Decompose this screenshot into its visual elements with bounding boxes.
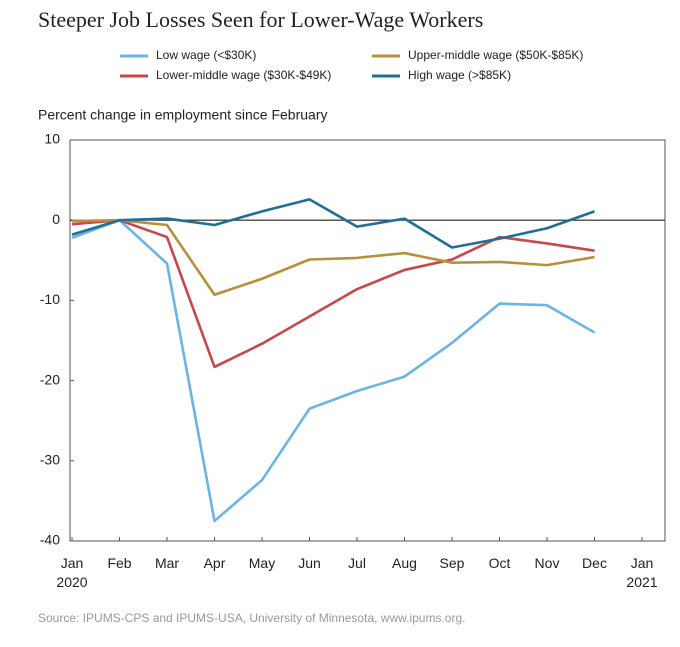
legend-label: Low wage (<$30K) bbox=[156, 48, 256, 62]
x-tick-label: Feb bbox=[107, 555, 131, 571]
y-axis-label: Percent change in employment since Febru… bbox=[38, 107, 327, 123]
chart-title: Steeper Job Losses Seen for Lower-Wage W… bbox=[38, 7, 483, 32]
x-tick-label: Apr bbox=[204, 555, 226, 571]
y-tick-label: 0 bbox=[52, 211, 60, 227]
x-tick-label: Oct bbox=[489, 555, 511, 571]
x-tick-label: Nov bbox=[535, 555, 560, 571]
y-tick-label: -40 bbox=[40, 532, 60, 548]
series-line bbox=[71, 218, 595, 297]
legend-label: Upper-middle wage ($50K-$85K) bbox=[408, 48, 583, 62]
y-tick-label: -30 bbox=[40, 452, 60, 468]
legend-label: High wage (>$85K) bbox=[408, 68, 511, 82]
x-tick-label: Sep bbox=[440, 555, 465, 571]
source: Source: IPUMS-CPS and IPUMS-USA, Univers… bbox=[38, 611, 465, 625]
series-line bbox=[71, 218, 596, 523]
plot-frame bbox=[69, 139, 666, 542]
y-tick-label: 10 bbox=[44, 131, 60, 147]
y-tick-label: -20 bbox=[40, 371, 60, 387]
series-line bbox=[71, 218, 595, 369]
x-tick-label: May bbox=[249, 555, 275, 571]
legend-label: Lower-middle wage ($30K-$49K) bbox=[156, 68, 331, 82]
x-tick-label: Dec bbox=[582, 555, 607, 571]
x-tick-label: Jul bbox=[348, 555, 366, 571]
x-tick-label: Jan 2020 bbox=[56, 555, 87, 590]
x-tick-label: Jun bbox=[298, 555, 321, 571]
y-tick-label: -10 bbox=[40, 291, 60, 307]
x-tick-label: Mar bbox=[155, 555, 179, 571]
x-tick-label: Aug bbox=[392, 555, 417, 571]
x-tick-label: Jan 2021 bbox=[626, 555, 657, 590]
series-line bbox=[71, 198, 595, 249]
